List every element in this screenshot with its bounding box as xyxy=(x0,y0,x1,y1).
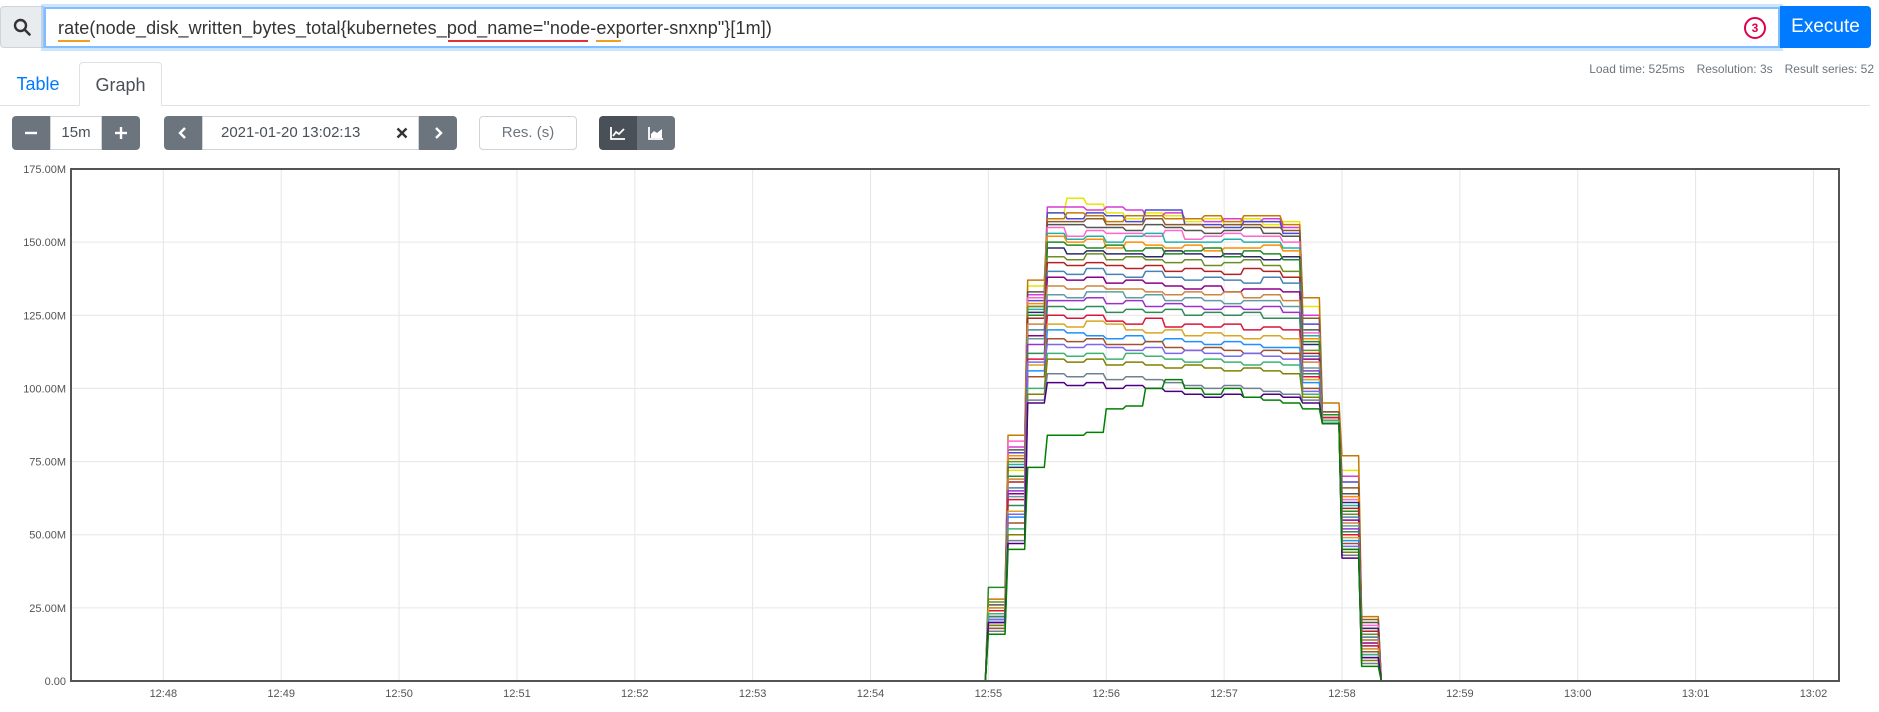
y-tick-label: 25.00M xyxy=(29,603,66,615)
line-chart-icon xyxy=(610,127,625,140)
line-chart-button[interactable] xyxy=(599,116,637,150)
y-tick-label: 125.00M xyxy=(23,310,66,322)
stacked-chart-icon xyxy=(648,127,663,140)
resolution-input[interactable]: Res. (s) xyxy=(479,116,577,150)
x-tick-label: 12:49 xyxy=(267,688,295,700)
search-button[interactable] xyxy=(0,6,44,48)
chevron-left-icon xyxy=(178,127,186,139)
x-tick-label: 13:02 xyxy=(1800,688,1828,700)
y-tick-label: 175.00M xyxy=(23,164,66,176)
x-tick-label: 12:59 xyxy=(1446,688,1474,700)
tab-graph[interactable]: Graph xyxy=(79,62,162,106)
result-series: Result series: 52 xyxy=(1784,62,1874,76)
resolution: Resolution: 3s xyxy=(1696,62,1773,76)
time-back-button[interactable] xyxy=(164,116,202,150)
clear-time-button[interactable] xyxy=(386,117,418,149)
x-tick-label: 12:54 xyxy=(857,688,885,700)
query-stats: Load time: 525ms Resolution: 3s Result ser… xyxy=(1577,62,1874,76)
range-decrease-button[interactable] xyxy=(12,116,50,150)
x-tick-label: 13:00 xyxy=(1564,688,1592,700)
x-tick-label: 12:55 xyxy=(975,688,1003,700)
tab-divider xyxy=(162,105,1870,106)
plus-icon xyxy=(115,127,127,139)
minus-icon xyxy=(25,131,37,135)
x-tick-label: 12:48 xyxy=(150,688,178,700)
y-tick-label: 75.00M xyxy=(29,457,66,469)
tab-table[interactable]: Table xyxy=(16,74,60,94)
time-forward-button[interactable] xyxy=(419,116,457,150)
query-func: rate xyxy=(58,18,90,38)
end-time-input[interactable]: 2021-01-20 13:02:13 xyxy=(202,116,419,150)
syntax-underline xyxy=(58,40,90,42)
x-tick-label: 13:01 xyxy=(1682,688,1710,700)
syntax-underline xyxy=(596,40,621,42)
search-icon xyxy=(13,18,31,36)
tab-divider xyxy=(0,105,79,106)
plot-background xyxy=(71,169,1839,681)
x-tick-label: 12:50 xyxy=(385,688,413,700)
y-tick-label: 50.00M xyxy=(29,530,66,542)
error-underline xyxy=(448,40,588,42)
load-time: Load time: 525ms xyxy=(1589,62,1685,76)
stacked-chart-button[interactable] xyxy=(637,116,675,150)
query-bar: rate(node_disk_written_bytes_total{kuber… xyxy=(0,0,1879,54)
graph-panel: 0.00 25.00M 50.00M 75.00M 100.00M 125.00M 150.… xyxy=(0,160,1879,707)
plot-frame xyxy=(70,168,1840,682)
x-tick-label: 12:51 xyxy=(503,688,531,700)
query-label-value: node-exporter-snxnp xyxy=(549,18,718,38)
query-text: rate(node_disk_written_bytes_total{kuber… xyxy=(58,18,772,39)
y-tick-label: 0.00 xyxy=(45,676,66,688)
warning-badge[interactable]: 3 xyxy=(1744,17,1766,39)
query-metric: (node_disk_written_bytes_total{kubernete… xyxy=(89,18,550,38)
series-line xyxy=(71,378,1839,682)
x-tick-label: 12:52 xyxy=(621,688,649,700)
range-input[interactable]: 15m xyxy=(50,116,102,150)
execute-button[interactable]: Execute xyxy=(1780,6,1871,48)
x-tick-label: 12:53 xyxy=(739,688,767,700)
chart[interactable]: 0.00 25.00M 50.00M 75.00M 100.00M 125.00M 150.… xyxy=(0,160,1879,707)
chevron-right-icon xyxy=(435,127,443,139)
query-tail: "}[1m]) xyxy=(717,18,772,38)
y-tick-label: 150.00M xyxy=(23,237,66,249)
close-icon xyxy=(396,127,408,139)
range-increase-button[interactable] xyxy=(102,116,140,150)
query-input[interactable]: rate(node_disk_written_bytes_total{kuber… xyxy=(44,7,1780,48)
x-tick-label: 12:58 xyxy=(1328,688,1356,700)
x-tick-label: 12:56 xyxy=(1092,688,1120,700)
x-tick-label: 12:57 xyxy=(1210,688,1238,700)
y-tick-label: 100.00M xyxy=(23,383,66,395)
